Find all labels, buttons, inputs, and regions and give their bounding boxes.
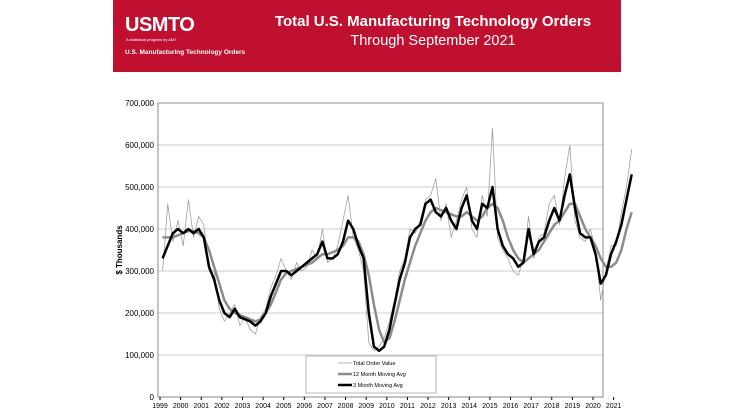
y-tick-label: 400,000 xyxy=(125,225,154,234)
y-tick-label: 300,000 xyxy=(125,267,154,276)
x-tick-label: 2013 xyxy=(441,403,457,410)
series-line-total-order-value xyxy=(162,127,633,352)
x-tick-label: 2016 xyxy=(503,403,519,410)
x-tick-label: 2004 xyxy=(255,403,271,410)
legend xyxy=(305,355,437,394)
y-tick-label: 500,000 xyxy=(125,183,154,192)
usmto-logo: USMTO xyxy=(125,14,195,36)
x-tick-label: 2005 xyxy=(276,403,292,410)
x-tick-label: 1999 xyxy=(152,403,168,410)
chart-title: Total U.S. Manufacturing Technology Orde… xyxy=(274,13,592,30)
x-tick-label: 2020 xyxy=(585,403,601,410)
y-tick-label: 0 xyxy=(150,393,155,402)
x-tick-label: 2021 xyxy=(606,403,622,410)
x-tick-label: 2008 xyxy=(338,403,354,410)
logo-subtitle: A statistical program by AMT xyxy=(126,37,177,42)
legend-label: 12 Month Moving Avg xyxy=(353,372,406,378)
x-tick-label: 2007 xyxy=(317,403,333,410)
x-tick-label: 2006 xyxy=(297,403,313,410)
series-line-3-month-moving-avg xyxy=(161,173,633,353)
y-tick-label: 600,000 xyxy=(125,141,154,150)
legend-label: Total Order Value xyxy=(353,361,395,367)
x-tick-label: 2017 xyxy=(523,403,539,410)
y-axis-label: $ Thousands xyxy=(115,225,124,275)
x-tick-label: 2009 xyxy=(358,403,374,410)
series-line-12-month-moving-avg xyxy=(162,202,633,344)
x-tick-label: 2010 xyxy=(379,403,395,410)
x-tick-label: 2003 xyxy=(235,403,251,410)
x-tick-label: 2011 xyxy=(400,403,415,410)
x-tick-label: 2002 xyxy=(214,403,230,410)
y-tick-label: 100,000 xyxy=(125,351,154,360)
x-tick-label: 2001 xyxy=(193,403,209,410)
legend-label: 3 Month Moving Avg xyxy=(353,383,403,389)
y-tick-label: 200,000 xyxy=(125,309,154,318)
y-tick-label: 700,000 xyxy=(125,99,154,108)
x-tick-label: 2000 xyxy=(173,403,189,410)
header-banner: USMTO A statistical program by AMT U.S. … xyxy=(113,0,621,72)
x-tick-label: 2019 xyxy=(565,403,581,410)
x-tick-label: 2018 xyxy=(544,403,560,410)
chart-subtitle: Through September 2021 xyxy=(350,33,516,49)
x-tick-label: 2014 xyxy=(461,403,477,410)
x-tick-label: 2015 xyxy=(482,403,498,410)
logo-tagline: U.S. Manufacturing Technology Orders xyxy=(125,49,246,56)
x-tick-label: 2012 xyxy=(420,403,436,410)
